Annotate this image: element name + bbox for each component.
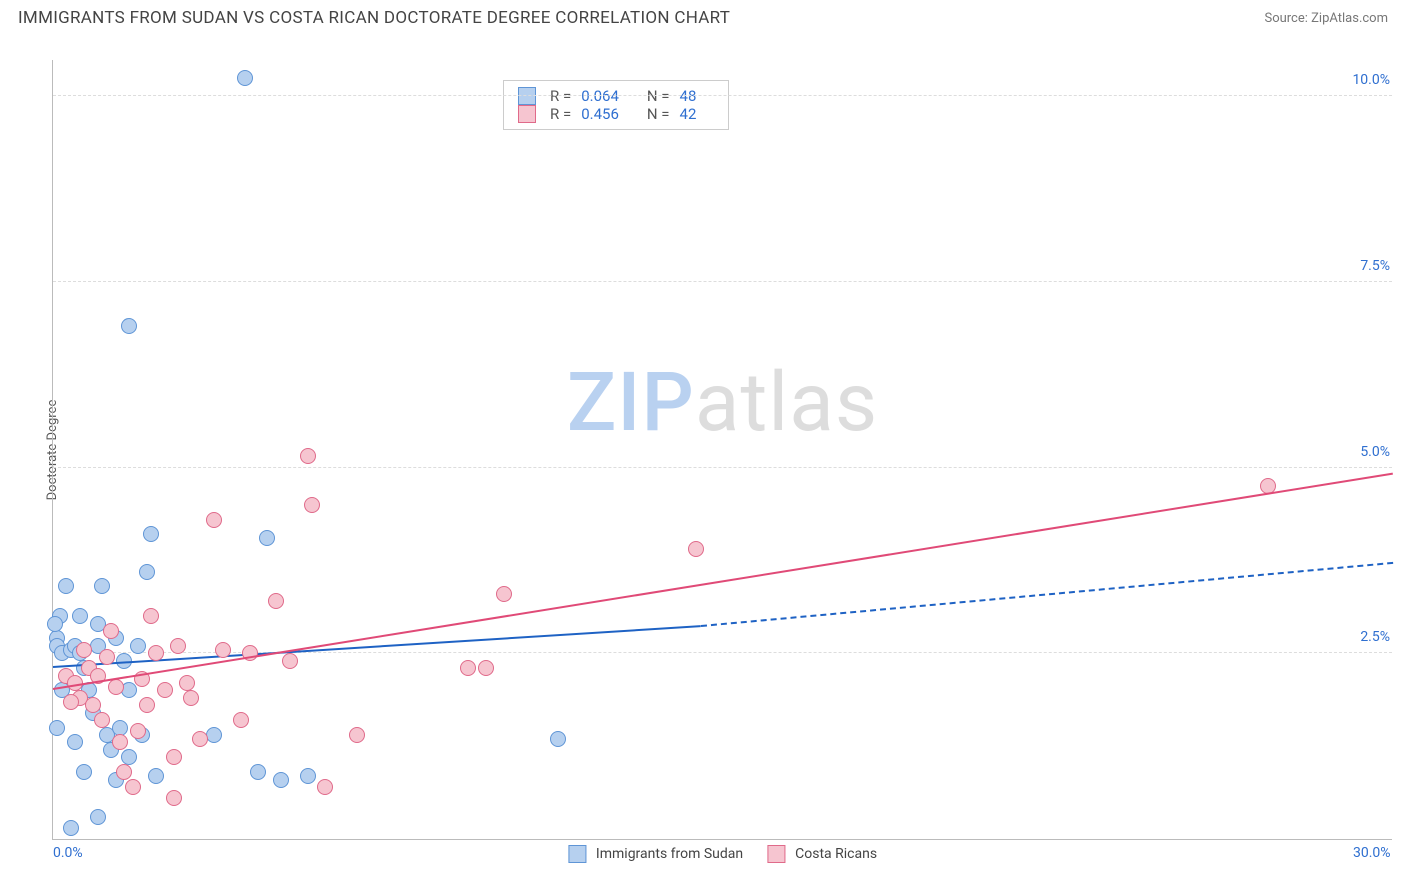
data-point: [72, 608, 88, 624]
data-point: [550, 731, 566, 747]
data-point: [85, 697, 101, 713]
data-point: [268, 593, 284, 609]
plot-region: ZIPatlas R = 0.064 N = 48 R = 0.456 N = …: [52, 60, 1392, 840]
data-point: [125, 779, 141, 795]
stats-legend: R = 0.064 N = 48 R = 0.456 N = 42: [503, 80, 729, 130]
data-point: [63, 820, 79, 836]
data-point: [67, 734, 83, 750]
legend-item-costa: Costa Ricans: [767, 845, 877, 863]
data-point: [259, 530, 275, 546]
data-point: [130, 638, 146, 654]
data-point: [166, 749, 182, 765]
gridline: [53, 95, 1392, 96]
data-point: [121, 749, 137, 765]
data-point: [179, 675, 195, 691]
data-point: [94, 712, 110, 728]
chart-area: Doctorate Degree ZIPatlas R = 0.064 N = …: [0, 40, 1406, 860]
x-tick-label: 30.0%: [1353, 845, 1391, 861]
data-point: [250, 764, 266, 780]
data-point: [192, 731, 208, 747]
data-point: [116, 764, 132, 780]
gridline: [53, 467, 1392, 468]
data-point: [130, 723, 146, 739]
chart-title: IMMIGRANTS FROM SUDAN VS COSTA RICAN DOC…: [18, 8, 730, 28]
data-point: [76, 764, 92, 780]
y-tick-label: 10.0%: [1348, 72, 1394, 88]
data-point: [76, 642, 92, 658]
data-point: [139, 697, 155, 713]
series-legend: Immigrants from Sudan Costa Ricans: [568, 845, 877, 863]
data-point: [49, 720, 65, 736]
y-tick-label: 7.5%: [1356, 258, 1394, 274]
data-point: [112, 734, 128, 750]
swatch-costa: [518, 105, 536, 123]
data-point: [183, 690, 199, 706]
data-point: [237, 70, 253, 86]
data-point: [233, 712, 249, 728]
data-point: [148, 768, 164, 784]
data-point: [90, 809, 106, 825]
data-point: [460, 660, 476, 676]
swatch-costa-icon: [767, 845, 785, 863]
data-point: [63, 694, 79, 710]
data-point: [121, 318, 137, 334]
data-point: [282, 653, 298, 669]
legend-item-sudan: Immigrants from Sudan: [568, 845, 743, 863]
data-point: [300, 448, 316, 464]
data-point: [273, 772, 289, 788]
data-point: [157, 682, 173, 698]
y-tick-label: 5.0%: [1356, 444, 1394, 460]
data-point: [478, 660, 494, 676]
data-point: [94, 578, 110, 594]
data-point: [349, 727, 365, 743]
data-point: [139, 564, 155, 580]
data-point: [170, 638, 186, 654]
data-point: [166, 790, 182, 806]
gridline: [53, 281, 1392, 282]
x-tick-label: 0.0%: [53, 845, 83, 861]
data-point: [688, 541, 704, 557]
watermark: ZIPatlas: [567, 355, 878, 451]
data-point: [148, 645, 164, 661]
data-point: [103, 623, 119, 639]
data-point: [108, 679, 124, 695]
data-point: [206, 512, 222, 528]
data-point: [99, 649, 115, 665]
data-point: [215, 642, 231, 658]
data-point: [47, 616, 63, 632]
data-point: [143, 526, 159, 542]
data-point: [58, 578, 74, 594]
data-point: [300, 768, 316, 784]
y-tick-label: 2.5%: [1356, 629, 1394, 645]
data-point: [112, 720, 128, 736]
data-point: [206, 727, 222, 743]
source-attribution: Source: ZipAtlas.com: [1264, 11, 1388, 26]
data-point: [304, 497, 320, 513]
stats-row-costa: R = 0.456 N = 42: [518, 105, 714, 123]
data-point: [496, 586, 512, 602]
data-point: [143, 608, 159, 624]
regression-line: [701, 562, 1394, 627]
swatch-sudan-icon: [568, 845, 586, 863]
data-point: [317, 779, 333, 795]
